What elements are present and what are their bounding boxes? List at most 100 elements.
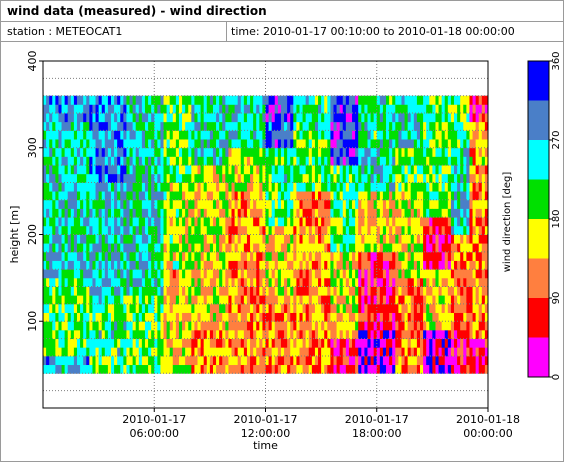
heatmap-cell (339, 217, 344, 227)
heatmap-cell (438, 251, 443, 261)
heatmap-cell (120, 321, 124, 331)
heatmap-cell (95, 303, 100, 313)
heatmap-cell (277, 312, 282, 322)
title-bar: wind data (measured) - wind direction (1, 1, 563, 22)
heatmap-cell (43, 338, 47, 348)
heatmap-cell (240, 173, 245, 183)
heatmap-cell (138, 199, 143, 209)
heatmap-cell (253, 225, 257, 235)
heatmap-cell (64, 251, 69, 261)
heatmap-cell (457, 364, 461, 374)
heatmap-cell (268, 182, 273, 192)
heatmap-cell (194, 312, 198, 322)
heatmap-cell (154, 182, 158, 192)
heatmap-cell (429, 355, 433, 366)
heatmap-cell (101, 251, 106, 261)
heatmap-cell (438, 355, 443, 366)
heatmap-cell (287, 251, 291, 261)
heatmap-cell (274, 130, 279, 140)
heatmap-cell (120, 191, 124, 201)
heatmap-cell (73, 286, 78, 296)
heatmap-cell (253, 321, 257, 331)
heatmap-cell (379, 347, 384, 357)
heatmap-cell (89, 234, 93, 244)
heatmap-cell (290, 338, 294, 348)
heatmap-cell (370, 139, 375, 149)
heatmap-cell (107, 199, 112, 209)
heatmap-cell (274, 312, 279, 322)
heatmap-cell (222, 104, 226, 114)
heatmap-cell (429, 329, 433, 340)
heatmap-cell (472, 147, 477, 157)
heatmap-cell (398, 191, 402, 201)
heatmap-cell (345, 251, 350, 261)
heatmap-cell (225, 199, 229, 209)
heatmap-cell (151, 130, 155, 140)
heatmap-cell (444, 95, 449, 105)
heatmap-cell (101, 121, 106, 131)
heatmap-cell (141, 329, 146, 340)
heatmap-cell (287, 95, 291, 105)
heatmap-cell (86, 182, 90, 192)
heatmap-cell (151, 95, 155, 105)
heatmap-cell (219, 364, 223, 374)
heatmap-cell (296, 95, 300, 105)
heatmap-cell (43, 364, 47, 374)
heatmap-cell (157, 113, 161, 123)
heatmap-cell (135, 303, 140, 313)
heatmap-cell (123, 303, 127, 313)
heatmap-cell (166, 312, 171, 322)
heatmap-cell (265, 95, 269, 105)
heatmap-cell (336, 260, 341, 270)
heatmap-cell (299, 312, 303, 322)
heatmap-cell (138, 312, 143, 322)
heatmap-cell (361, 347, 365, 357)
heatmap-cell (404, 104, 409, 114)
heatmap-cell (67, 139, 72, 149)
heatmap-cell (447, 121, 452, 131)
heatmap-cell (191, 295, 195, 305)
heatmap-cell (271, 95, 276, 105)
heatmap-cell (358, 321, 362, 331)
heatmap-cell (463, 312, 467, 322)
heatmap-cell (392, 303, 396, 313)
heatmap-cell (200, 364, 205, 374)
heatmap-cell (432, 182, 436, 192)
heatmap-cell (144, 165, 149, 175)
heatmap-cell (225, 217, 229, 227)
heatmap-cell (389, 113, 393, 123)
heatmap-cell (420, 251, 424, 261)
heatmap-cell (64, 321, 69, 331)
heatmap-cell (126, 147, 130, 157)
heatmap-cell (284, 95, 288, 105)
heatmap-cell (348, 225, 353, 235)
heatmap-cell (132, 104, 137, 114)
heatmap-cell (55, 182, 59, 192)
heatmap-cell (321, 312, 325, 322)
heatmap-cell (107, 217, 112, 227)
heatmap-cell (330, 191, 334, 201)
heatmap-cell (169, 95, 174, 105)
heatmap-cell (49, 286, 53, 296)
heatmap-cell (373, 234, 378, 244)
heatmap-cell (46, 104, 50, 114)
heatmap-cell (395, 329, 399, 340)
heatmap-cell (348, 121, 353, 131)
heatmap-cell (367, 165, 371, 175)
heatmap-cell (117, 217, 121, 227)
heatmap-cell (55, 156, 59, 166)
heatmap-cell (481, 234, 486, 244)
x-tick-label-date: 2010-01-17 (122, 413, 186, 426)
heatmap-cell (83, 225, 87, 235)
heatmap-cell (73, 251, 78, 261)
heatmap-cell (200, 260, 205, 270)
heatmap-cell (212, 364, 217, 374)
heatmap-cell (86, 295, 90, 305)
heatmap-cell (450, 338, 455, 348)
heatmap-cell (237, 182, 242, 192)
heatmap-cell (466, 95, 470, 105)
heatmap-cell (178, 321, 183, 331)
heatmap-cell (49, 303, 53, 313)
heatmap-cell (290, 303, 294, 313)
heatmap-cell (246, 191, 251, 201)
